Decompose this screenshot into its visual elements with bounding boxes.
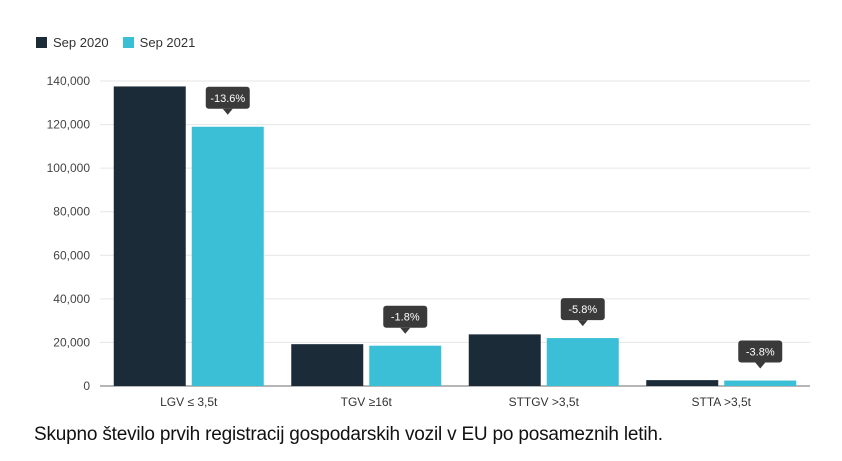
bar <box>468 334 541 386</box>
change-badge-pointer <box>577 320 588 327</box>
change-badge-pointer <box>222 108 233 115</box>
change-badge <box>560 298 605 321</box>
bar <box>113 86 186 387</box>
legend-swatch-sep-2020 <box>36 37 47 48</box>
change-label: -1.8% <box>391 312 420 324</box>
change-label: -5.8% <box>568 304 597 316</box>
y-tick-label: 60,000 <box>53 248 90 262</box>
x-tick-label: STTA >3,5t <box>692 395 752 409</box>
legend-label-sep-2021: Sep 2021 <box>139 35 196 50</box>
bar <box>724 380 797 386</box>
y-tick-label: 80,000 <box>53 205 90 219</box>
y-tick-label: 20,000 <box>53 335 90 349</box>
y-tick-label: 100,000 <box>47 161 91 175</box>
legend-label-sep-2020: Sep 2020 <box>53 35 109 50</box>
change-badge <box>205 86 250 109</box>
bar <box>369 345 442 386</box>
change-label: -13.6% <box>210 93 245 105</box>
bar <box>646 380 719 386</box>
legend-swatch-sep-2021 <box>122 37 134 48</box>
y-tick-label: 120,000 <box>47 118 91 132</box>
bar <box>291 344 364 386</box>
legend-item-sep-2020: Sep 2020 <box>36 35 109 50</box>
y-tick-label: 140,000 <box>47 74 91 88</box>
y-tick-label: 0 <box>83 379 90 393</box>
bar <box>546 338 619 386</box>
x-tick-label: TGV ≥16t <box>341 395 393 409</box>
bar <box>191 126 264 386</box>
legend: Sep 2020 Sep 2021 <box>36 35 209 50</box>
change-badge-pointer <box>400 327 411 334</box>
change-label: -3.8% <box>746 347 775 359</box>
change-badge-pointer <box>755 362 766 369</box>
x-tick-label: LGV ≤ 3,5t <box>160 395 218 409</box>
legend-item-sep-2021: Sep 2021 <box>122 35 196 50</box>
change-badge <box>738 340 783 363</box>
change-badge <box>383 305 428 328</box>
chart-caption: Skupno število prvih registracij gospoda… <box>34 424 663 445</box>
x-tick-label: STTGV >3,5t <box>509 395 580 409</box>
y-tick-label: 40,000 <box>53 292 90 306</box>
